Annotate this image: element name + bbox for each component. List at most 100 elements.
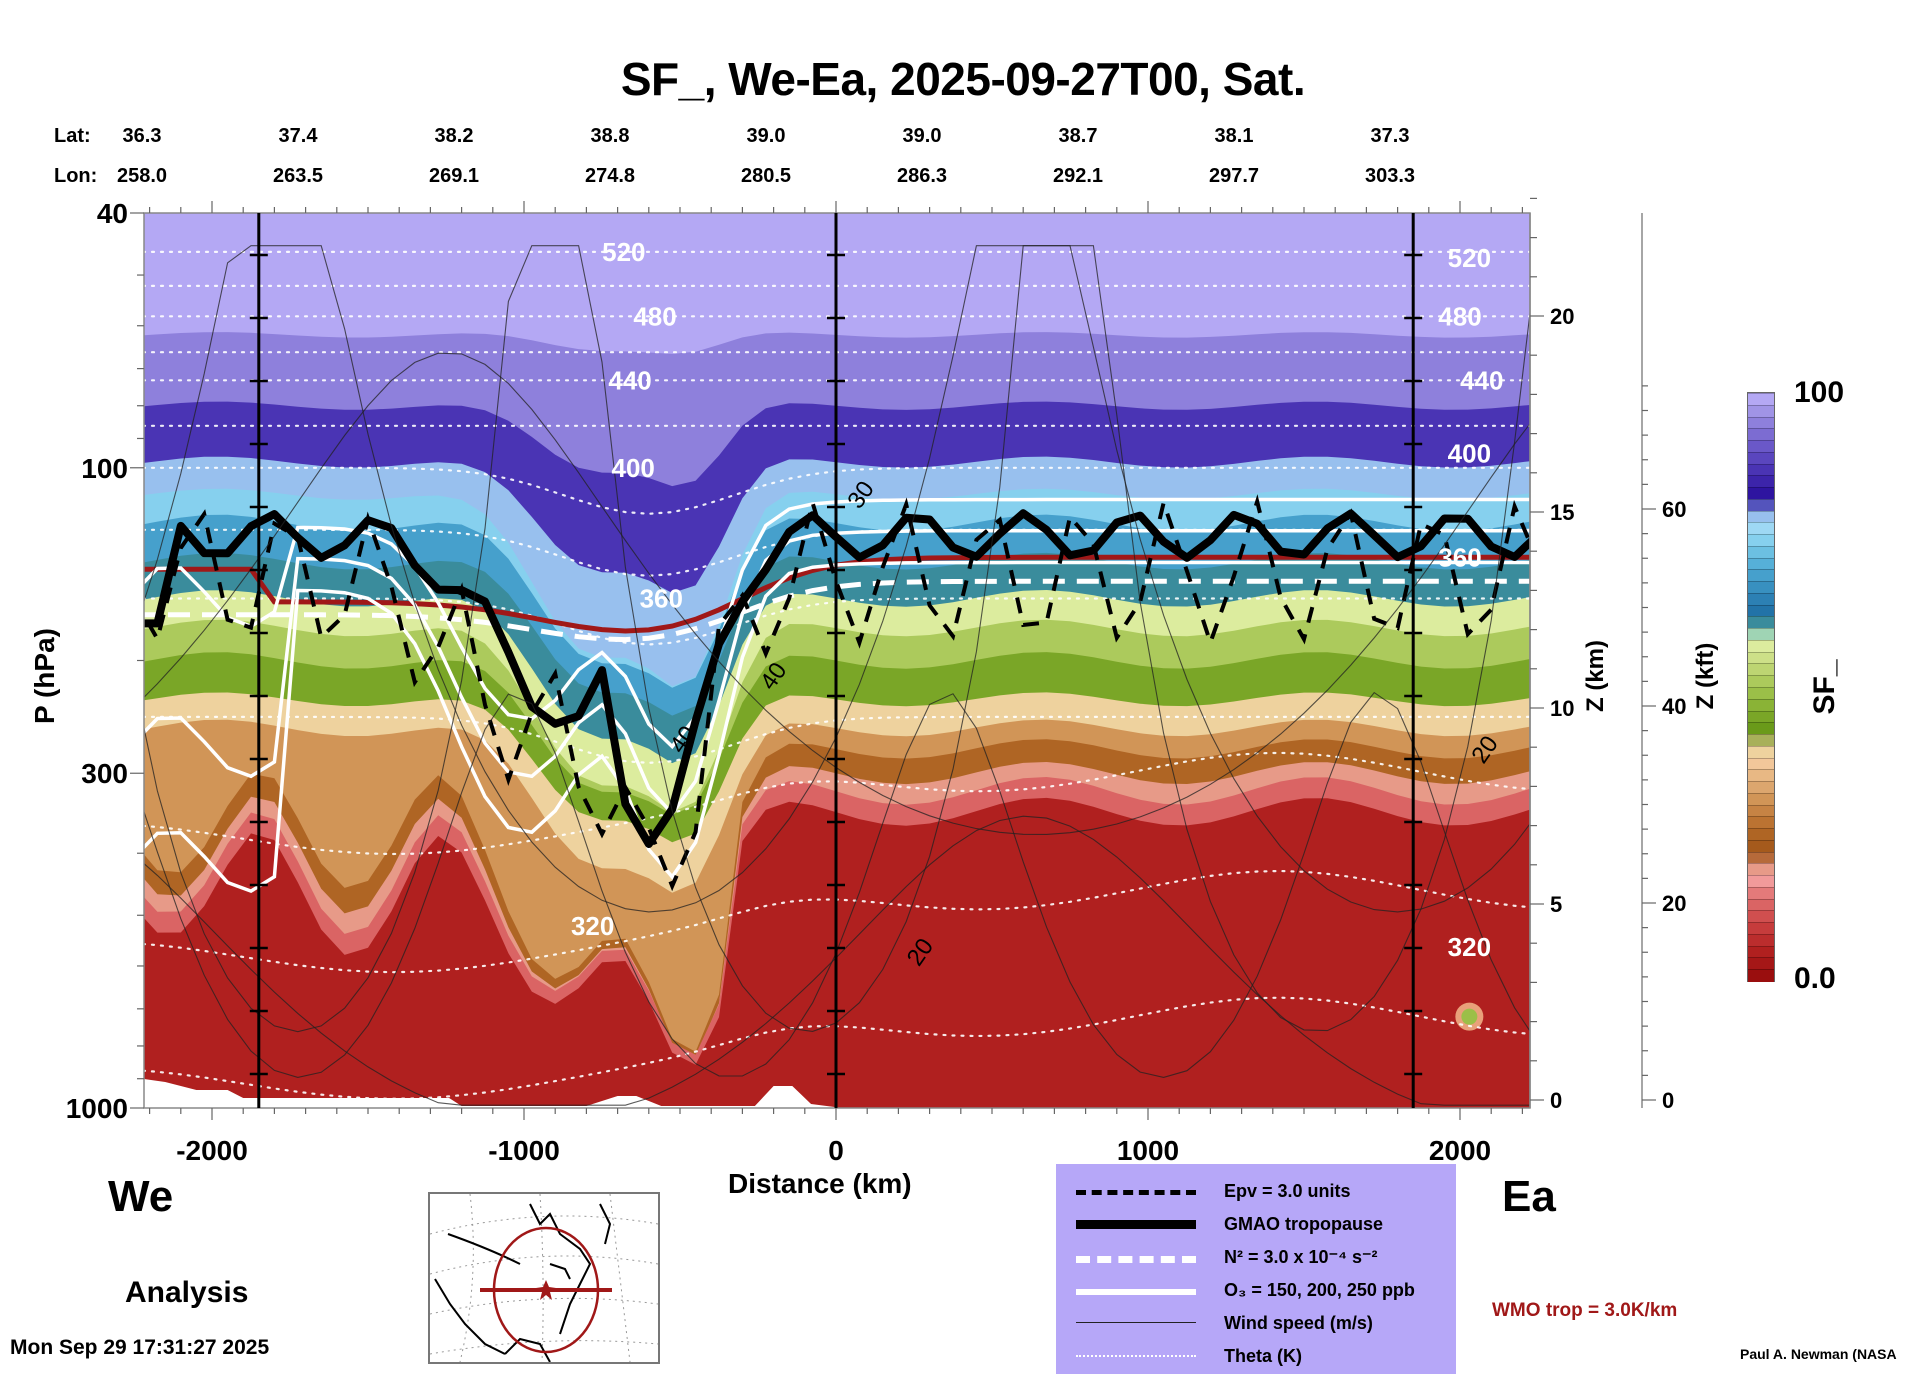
lon-label: Lon: — [54, 165, 98, 187]
legend-line-sample-icon — [1076, 1322, 1196, 1323]
topography-mask — [144, 1078, 843, 1108]
colorbar-swatch — [1748, 910, 1774, 923]
colorbar-swatch — [1748, 804, 1774, 817]
colorbar-swatch — [1748, 498, 1774, 512]
y-tick-label: 300 — [81, 758, 128, 789]
axes: -2000 -1000 0 1000 2000 40 100 300 1000 0 5 10 15 20 0… — [66, 197, 1686, 1166]
colorbar-swatch — [1748, 722, 1774, 735]
colorbar-swatch — [1748, 898, 1774, 912]
colorbar-swatch — [1748, 757, 1774, 770]
theta-label: 520 — [602, 237, 645, 267]
legend-item: Theta (K) — [1056, 1341, 1456, 1371]
timestamp: Mon Sep 29 17:31:27 2025 — [10, 1336, 270, 1359]
theta-label: 440 — [1460, 365, 1503, 395]
theta-label: 320 — [571, 911, 614, 941]
z-km-tick-label: 5 — [1550, 892, 1562, 917]
colorbar-swatch — [1748, 933, 1774, 947]
legend-line-sample-icon — [1076, 1220, 1196, 1229]
lat-value: 39.0 — [746, 125, 786, 147]
lat-value: 36.3 — [122, 125, 162, 147]
colorbar-swatch — [1748, 687, 1774, 700]
legend-line-sample-icon — [1076, 1190, 1196, 1195]
z-km-axis-label: Z (km) — [1582, 640, 1609, 712]
colorbar-swatch — [1748, 416, 1774, 429]
analysis-label: Analysis — [125, 1276, 249, 1309]
colorbar-swatch — [1748, 734, 1774, 747]
colorbar-swatch — [1748, 592, 1774, 606]
colorbar-swatch — [1748, 569, 1774, 582]
locator-map — [428, 1192, 660, 1364]
colorbar-swatch — [1748, 828, 1774, 841]
colorbar-swatch — [1748, 604, 1774, 618]
y-tick-label: 40 — [97, 198, 128, 229]
lat-value: 38.1 — [1214, 125, 1254, 147]
lon-value: 258.0 — [116, 165, 168, 187]
lat-value: 37.4 — [278, 125, 318, 147]
colorbar-swatch — [1748, 781, 1774, 794]
x-tick-label: -1000 — [488, 1135, 560, 1166]
z-kft-tick-label: 40 — [1662, 694, 1686, 719]
y-tick-label: 1000 — [66, 1093, 128, 1124]
z-kft-axis-label: Z (kft) — [1692, 642, 1719, 710]
theta-label: 480 — [633, 301, 676, 331]
legend-label: N² = 3.0 x 10⁻⁴ s⁻² — [1224, 1247, 1378, 1267]
lon-value: 286.3 — [896, 165, 948, 187]
west-label: We — [108, 1172, 174, 1221]
colorbar-swatch — [1748, 404, 1774, 418]
colorbar-min-label: 0.0 — [1794, 962, 1836, 995]
lon-value: 292.1 — [1052, 165, 1104, 187]
colorbar-swatch — [1748, 475, 1774, 488]
x-tick-label: -2000 — [176, 1135, 248, 1166]
theta-label: 400 — [1448, 439, 1491, 469]
legend-line-sample-icon — [1076, 1289, 1196, 1295]
z-km-tick-label: 10 — [1550, 696, 1574, 721]
colorbar-swatch — [1748, 698, 1774, 712]
legend-item: O₃ = 150, 200, 250 ppb — [1056, 1275, 1456, 1305]
z-kft-tick-label: 0 — [1662, 1088, 1674, 1113]
lon-value: 274.8 — [584, 165, 636, 187]
theta-label: 320 — [1448, 932, 1491, 962]
z-km-tick-label: 20 — [1550, 304, 1574, 329]
colorbar-swatch — [1748, 863, 1774, 876]
theta-label: 520 — [1448, 243, 1491, 273]
colorbar-swatch — [1748, 945, 1774, 959]
colorbar-swatch — [1748, 886, 1774, 900]
legend-line-sample-icon — [1076, 1355, 1196, 1357]
colorbar-swatch — [1748, 463, 1774, 476]
colorbar-swatch — [1748, 710, 1774, 723]
colorbar-swatch — [1748, 440, 1774, 453]
lat-value: 38.2 — [434, 125, 474, 147]
legend-item: GMAO tropopause — [1056, 1209, 1456, 1239]
east-label: Ea — [1502, 1172, 1556, 1221]
colorbar-swatch — [1748, 628, 1774, 641]
legend-label: GMAO tropopause — [1224, 1214, 1384, 1234]
lon-value: 269.1 — [428, 165, 480, 187]
chart-title: SF_, We-Ea, 2025-09-27T00, Sat. — [620, 53, 1306, 105]
lat-value: 38.7 — [1058, 125, 1098, 147]
y-axis-label: P (hPa) — [29, 628, 60, 724]
colorbar-swatch — [1748, 675, 1774, 688]
colorbar — [1747, 392, 1775, 982]
colorbar-swatch — [1748, 875, 1774, 888]
colorbar-swatch — [1748, 487, 1774, 500]
lat-value: 38.8 — [590, 125, 630, 147]
colorbar-swatch — [1748, 922, 1774, 935]
legend-item: Epv = 3.0 units — [1056, 1176, 1456, 1206]
wmo-tropopause-note: WMO trop = 3.0K/km — [1492, 1300, 1678, 1321]
colorbar-swatch — [1748, 393, 1774, 406]
colorbar-swatch — [1748, 957, 1774, 970]
legend-line-sample-icon — [1076, 1256, 1196, 1263]
legend: Epv = 3.0 units GMAO tropopause N² = 3.0 x… — [1056, 1164, 1456, 1374]
colorbar-swatch — [1748, 969, 1774, 982]
anomaly-inner — [1461, 1008, 1478, 1025]
z-kft-tick-label: 60 — [1662, 497, 1686, 522]
colorbar-swatch — [1748, 639, 1774, 653]
lat-value: 37.3 — [1370, 125, 1410, 147]
colorbar-swatch — [1748, 534, 1774, 547]
x-tick-label: 2000 — [1429, 1135, 1491, 1166]
theta-label: 400 — [612, 453, 655, 483]
lon-value: 297.7 — [1208, 165, 1260, 187]
map-icon — [430, 1194, 658, 1362]
colorbar-title: SF_ — [1808, 659, 1841, 715]
z-km-tick-label: 15 — [1550, 500, 1574, 525]
